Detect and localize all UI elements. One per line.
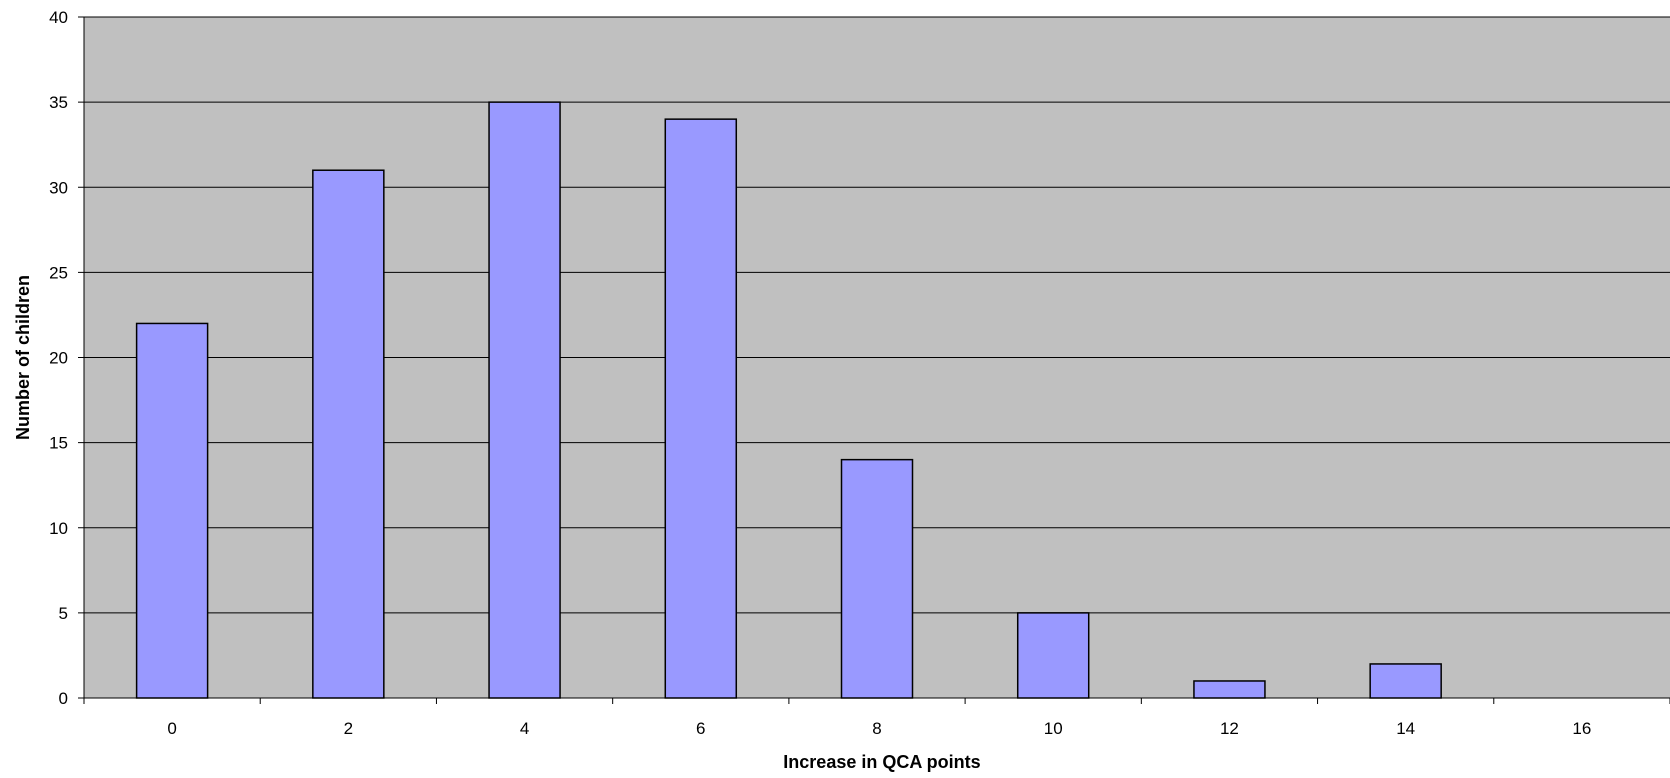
- bar-10: [1016, 612, 1090, 699]
- x-tick-label: 16: [1572, 719, 1591, 738]
- x-tick-label: 10: [1044, 719, 1063, 738]
- x-tick-label: 2: [344, 719, 353, 738]
- bars: [135, 101, 1442, 699]
- x-axis-title: Increase in QCA points: [783, 752, 980, 772]
- y-tick-label: 25: [49, 263, 68, 282]
- y-tick-label: 40: [49, 8, 68, 27]
- y-tick-label: 5: [59, 604, 68, 623]
- y-tick-label: 0: [59, 689, 68, 708]
- y-axis-title: Number of children: [13, 275, 33, 440]
- y-tick-labels: 0 5 10 15 20 25 30 35 40: [49, 8, 68, 708]
- x-tick-label: 0: [167, 719, 176, 738]
- bar-4: [488, 101, 561, 699]
- bar-6: [664, 118, 738, 699]
- y-tick-label: 30: [49, 178, 68, 197]
- x-tick-label: 12: [1220, 719, 1239, 738]
- x-tick-label: 8: [872, 719, 881, 738]
- bar-2: [312, 169, 385, 699]
- bar-14: [1369, 663, 1442, 699]
- y-tick-label: 20: [49, 349, 68, 368]
- bar-8: [840, 458, 914, 699]
- x-tick-labels: 0 2 4 6 8 10 12 14 16: [167, 719, 1591, 738]
- bar-12: [1193, 680, 1266, 699]
- x-tick-label: 6: [696, 719, 705, 738]
- y-tick-label: 10: [49, 519, 68, 538]
- x-tick-label: 14: [1396, 719, 1415, 738]
- y-tick-label: 15: [49, 434, 68, 453]
- x-tick-label: 4: [520, 719, 529, 738]
- axes: [78, 16, 1670, 704]
- bar-0: [135, 322, 209, 699]
- y-tick-label: 35: [49, 93, 68, 112]
